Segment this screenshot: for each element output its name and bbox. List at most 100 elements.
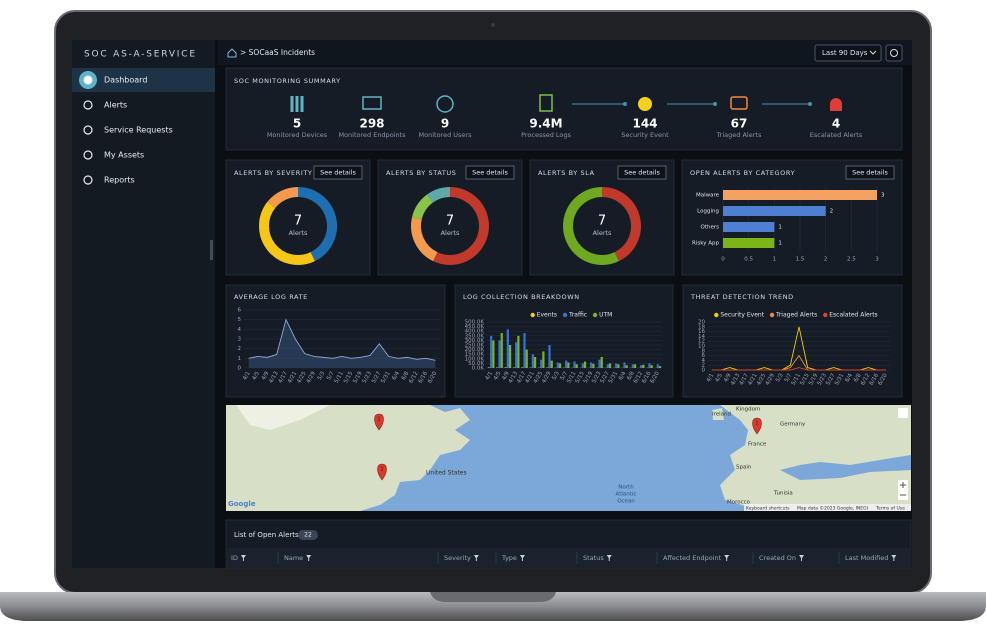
- see-details-button[interactable]: [313, 165, 363, 180]
- flow-dot: [623, 102, 627, 106]
- nav-item[interactable]: Service Requests: [104, 126, 173, 135]
- column-header[interactable]: ID: [231, 554, 238, 562]
- column-filter-icon[interactable]: [891, 555, 897, 561]
- donut-unit: Alerts: [593, 229, 612, 237]
- x-tick-label: 6/16: [869, 372, 881, 386]
- nav-item[interactable]: Alerts: [104, 101, 127, 110]
- see-details-label: See details: [472, 169, 508, 177]
- column-header[interactable]: Severity: [444, 554, 471, 562]
- map-pin[interactable]: [374, 413, 384, 431]
- x-tick-label: 4/5: [714, 372, 724, 383]
- x-tick-label: 5/15: [799, 372, 811, 386]
- bar: [598, 359, 601, 368]
- nav-item[interactable]: My Assets: [104, 151, 144, 160]
- flow-dot: [808, 102, 812, 106]
- y-tick-label: 10: [698, 344, 705, 350]
- column-header[interactable]: Name: [284, 554, 303, 562]
- refresh-button[interactable]: [885, 44, 903, 62]
- line-area: [248, 319, 436, 368]
- nav-item[interactable]: Reports: [104, 176, 135, 185]
- map-label: France: [748, 442, 767, 448]
- map-pin-label: 1: [377, 417, 380, 423]
- x-tick-label: 4/29: [765, 372, 777, 386]
- donut-segment: [259, 201, 315, 265]
- legend-marker: [592, 312, 598, 318]
- x-tick-label: 4/17: [516, 370, 528, 384]
- x-tick-label: 4/13: [508, 370, 520, 384]
- metric-label: Monitored Devices: [267, 131, 328, 139]
- map-land: [720, 405, 911, 511]
- bar: [642, 364, 645, 368]
- see-details-button[interactable]: [845, 165, 895, 180]
- bar: [656, 364, 659, 368]
- x-tick-label: 5/3: [551, 370, 561, 381]
- map-footer: Map data ©2023 Google, INEGI: [797, 505, 868, 512]
- date-range-select[interactable]: [814, 44, 882, 62]
- column-filter-icon[interactable]: [519, 555, 525, 561]
- x-tick-label: 6/20: [649, 370, 661, 384]
- bar: [548, 345, 551, 368]
- column-header[interactable]: Type: [501, 554, 517, 562]
- map-pin[interactable]: [752, 417, 762, 435]
- panel-title: ALERTS BY SEVERITY: [234, 169, 312, 177]
- x-tick-label: 5/15: [343, 370, 355, 384]
- map-footer[interactable]: Keyboard shortcuts: [746, 506, 790, 512]
- metric-value: 67: [731, 117, 748, 131]
- y-tick-label: 2: [238, 346, 242, 352]
- column-filter-icon[interactable]: [724, 555, 730, 561]
- metric-icon: [290, 96, 294, 112]
- column-header[interactable]: Status: [583, 554, 604, 562]
- home-icon[interactable]: [227, 48, 237, 58]
- bar: [658, 366, 662, 368]
- column-filter-icon[interactable]: [606, 555, 612, 561]
- bar: [723, 190, 877, 200]
- column-header[interactable]: Affected Endpoint: [663, 554, 722, 562]
- map-fullscreen[interactable]: [898, 408, 908, 418]
- date-range-label: Last 90 Days: [822, 49, 868, 57]
- map-footer[interactable]: Terms of Use: [875, 506, 905, 512]
- legend-marker: [769, 312, 775, 318]
- legend-label: Escalated Alerts: [829, 312, 877, 319]
- x-tick-label: 6/20: [877, 372, 889, 386]
- x-tick-label: 6/16: [641, 370, 653, 384]
- donut-total: 7: [294, 214, 302, 229]
- nav-item[interactable]: Dashboard: [104, 76, 147, 85]
- column-filter-icon[interactable]: [799, 555, 805, 561]
- breadcrumb: > SOCaaS Incidents: [240, 48, 315, 57]
- map-label: Morocco: [727, 500, 751, 506]
- bar: [558, 363, 562, 368]
- y-tick-label: 6: [238, 308, 242, 314]
- y-tick-label: 300.0K: [465, 338, 485, 344]
- donut-segment: [411, 217, 438, 262]
- see-details-button[interactable]: [617, 165, 667, 180]
- x-tick-label: 6/8: [401, 370, 411, 381]
- x-tick-label: 6/4: [391, 370, 401, 381]
- map-zoom[interactable]: [898, 480, 908, 500]
- x-tick-label: 5/15: [574, 370, 586, 384]
- bar: [606, 364, 609, 368]
- column-filter-icon[interactable]: [473, 555, 479, 561]
- x-tick-label: 5/23: [362, 370, 374, 384]
- column-filter-icon[interactable]: [240, 555, 246, 561]
- x-tick-label: 4/29: [306, 370, 318, 384]
- x-tick-label: 5/23: [817, 372, 829, 386]
- legend-label: Events: [537, 312, 557, 319]
- y-tick-label: 5: [238, 317, 242, 323]
- x-tick-label: 6/16: [418, 370, 430, 384]
- metric-value: 9.4M: [529, 117, 562, 131]
- x-tick-label: 5/19: [583, 370, 595, 384]
- bar: [487, 367, 491, 368]
- bar: [556, 362, 559, 368]
- y-tick-label: 12: [698, 339, 705, 345]
- column-header[interactable]: Created On: [759, 554, 796, 562]
- column-header[interactable]: Last Modified: [845, 554, 888, 562]
- panel: [225, 284, 446, 398]
- column-filter-icon[interactable]: [306, 555, 312, 561]
- see-details-button[interactable]: [465, 165, 515, 180]
- y-tick-label: 200.0K: [465, 347, 485, 353]
- x-tick-label: 4/13: [730, 372, 742, 386]
- map-zoom-icons: [900, 482, 906, 496]
- donut-segment: [433, 187, 489, 265]
- map-pin[interactable]: [377, 463, 387, 481]
- bar: [573, 361, 576, 368]
